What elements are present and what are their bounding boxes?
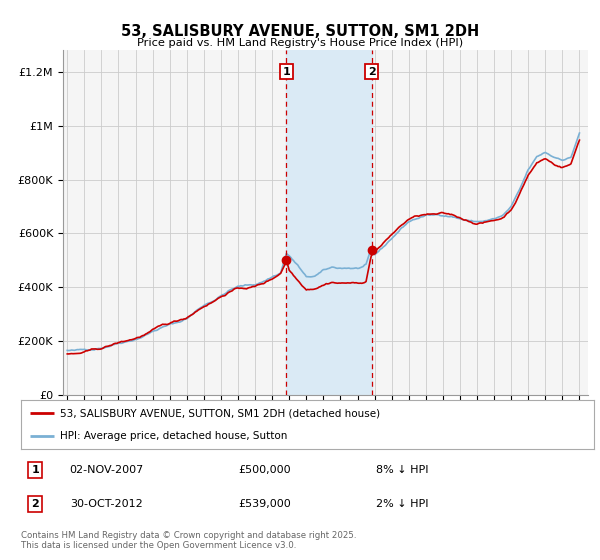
Text: 1: 1	[31, 465, 39, 475]
Text: 8% ↓ HPI: 8% ↓ HPI	[376, 465, 429, 475]
Text: £539,000: £539,000	[239, 499, 292, 508]
Text: 53, SALISBURY AVENUE, SUTTON, SM1 2DH (detached house): 53, SALISBURY AVENUE, SUTTON, SM1 2DH (d…	[60, 408, 380, 418]
Text: 2: 2	[31, 499, 39, 508]
Text: 1: 1	[283, 67, 290, 77]
Text: 2% ↓ HPI: 2% ↓ HPI	[376, 499, 429, 508]
Text: HPI: Average price, detached house, Sutton: HPI: Average price, detached house, Sutt…	[60, 431, 287, 441]
Text: Price paid vs. HM Land Registry's House Price Index (HPI): Price paid vs. HM Land Registry's House …	[137, 38, 463, 48]
Text: 30-OCT-2012: 30-OCT-2012	[70, 499, 142, 508]
Text: 53, SALISBURY AVENUE, SUTTON, SM1 2DH: 53, SALISBURY AVENUE, SUTTON, SM1 2DH	[121, 24, 479, 39]
Text: Contains HM Land Registry data © Crown copyright and database right 2025.
This d: Contains HM Land Registry data © Crown c…	[21, 531, 356, 550]
Text: 02-NOV-2007: 02-NOV-2007	[70, 465, 144, 475]
Text: 2: 2	[368, 67, 376, 77]
Bar	[286, 50, 371, 395]
Text: £500,000: £500,000	[239, 465, 292, 475]
